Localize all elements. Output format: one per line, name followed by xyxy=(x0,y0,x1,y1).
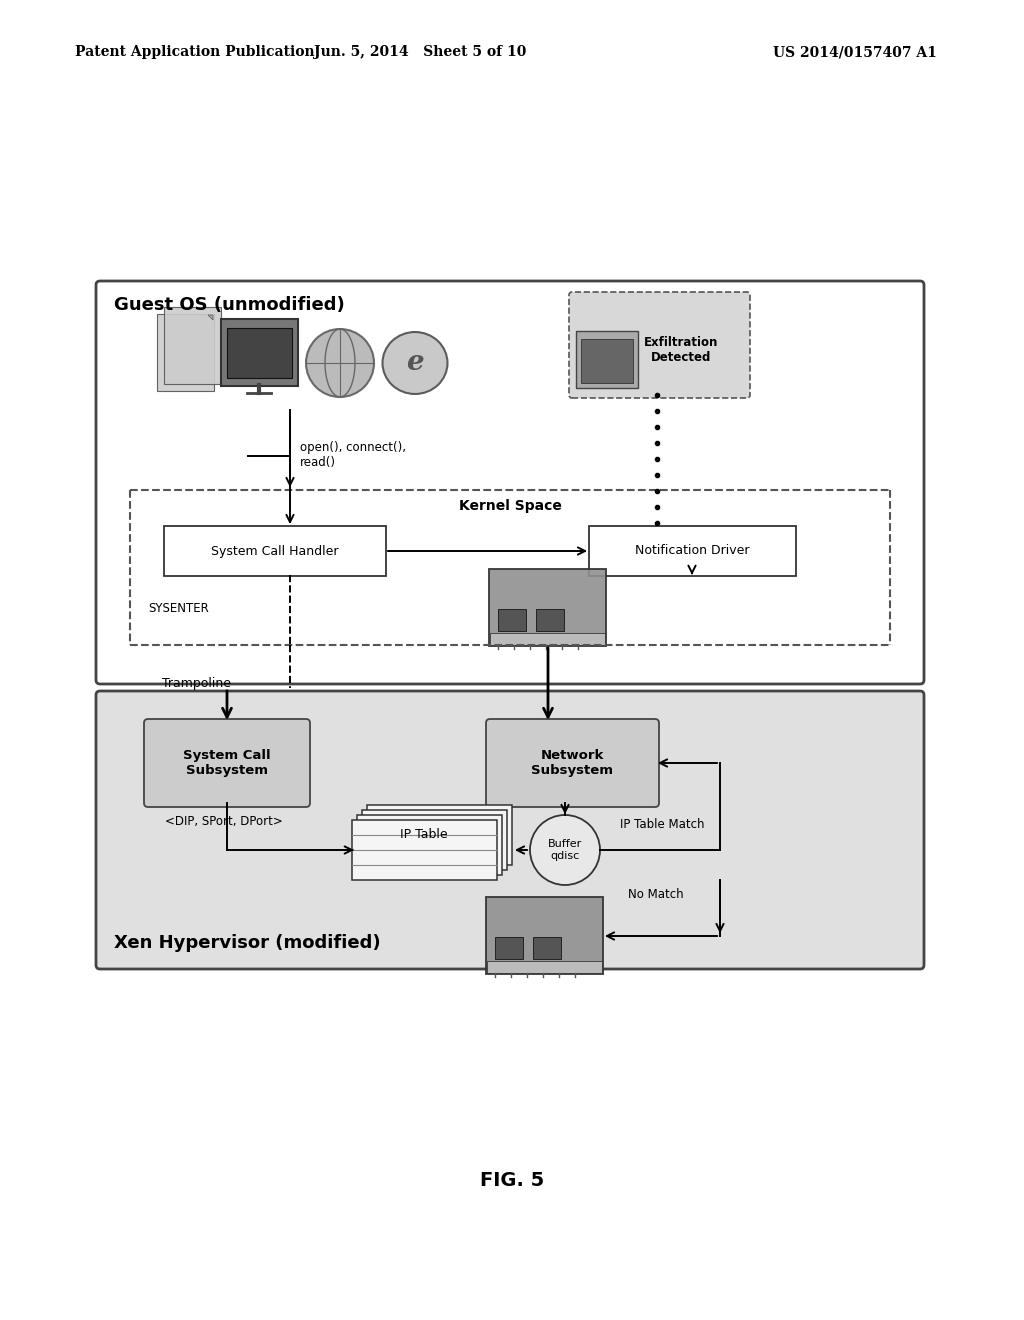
Text: e: e xyxy=(407,350,424,376)
FancyBboxPatch shape xyxy=(221,319,298,385)
FancyBboxPatch shape xyxy=(157,314,214,391)
FancyBboxPatch shape xyxy=(534,937,561,960)
FancyBboxPatch shape xyxy=(352,820,497,880)
Polygon shape xyxy=(208,315,213,319)
FancyBboxPatch shape xyxy=(357,814,502,875)
Text: Exfiltration
Detected: Exfiltration Detected xyxy=(644,337,718,364)
Ellipse shape xyxy=(383,333,447,393)
FancyBboxPatch shape xyxy=(575,331,638,388)
Text: IP Table: IP Table xyxy=(400,828,447,841)
Text: open(), connect(),
read(): open(), connect(), read() xyxy=(300,441,406,469)
FancyBboxPatch shape xyxy=(490,634,605,645)
Ellipse shape xyxy=(306,329,374,397)
FancyBboxPatch shape xyxy=(486,898,603,974)
FancyBboxPatch shape xyxy=(498,609,526,631)
Text: Jun. 5, 2014   Sheet 5 of 10: Jun. 5, 2014 Sheet 5 of 10 xyxy=(313,45,526,59)
FancyBboxPatch shape xyxy=(569,292,750,399)
FancyBboxPatch shape xyxy=(536,609,564,631)
Text: Buffer
qdisc: Buffer qdisc xyxy=(548,840,582,861)
Text: Patent Application Publication: Patent Application Publication xyxy=(75,45,314,59)
FancyBboxPatch shape xyxy=(164,525,386,576)
Text: IP Table Match: IP Table Match xyxy=(620,818,705,832)
FancyBboxPatch shape xyxy=(96,281,924,684)
FancyBboxPatch shape xyxy=(164,308,221,384)
Text: Kernel Space: Kernel Space xyxy=(459,499,561,513)
Text: Trampoline: Trampoline xyxy=(162,676,231,689)
FancyBboxPatch shape xyxy=(367,805,512,865)
Text: System Call
Subsystem: System Call Subsystem xyxy=(183,748,270,777)
FancyBboxPatch shape xyxy=(96,690,924,969)
Text: Network
Subsystem: Network Subsystem xyxy=(531,748,613,777)
Text: Xen Hypervisor (modified): Xen Hypervisor (modified) xyxy=(114,935,381,952)
FancyBboxPatch shape xyxy=(144,719,310,807)
FancyBboxPatch shape xyxy=(589,525,796,576)
FancyBboxPatch shape xyxy=(487,961,602,973)
FancyBboxPatch shape xyxy=(495,937,523,960)
FancyBboxPatch shape xyxy=(227,327,292,378)
Text: SYSENTER: SYSENTER xyxy=(148,602,209,615)
Ellipse shape xyxy=(530,814,600,884)
Text: System Call Handler: System Call Handler xyxy=(211,544,339,557)
Text: No Match: No Match xyxy=(628,888,684,902)
FancyBboxPatch shape xyxy=(486,719,659,807)
Text: <DIP, SPort, DPort>: <DIP, SPort, DPort> xyxy=(165,816,283,829)
Text: Notification Driver: Notification Driver xyxy=(635,544,750,557)
Text: US 2014/0157407 A1: US 2014/0157407 A1 xyxy=(773,45,937,59)
Text: Guest OS (unmodified): Guest OS (unmodified) xyxy=(114,296,345,314)
FancyBboxPatch shape xyxy=(489,569,606,645)
FancyBboxPatch shape xyxy=(362,810,507,870)
FancyBboxPatch shape xyxy=(581,339,633,383)
Text: FIG. 5: FIG. 5 xyxy=(480,1171,544,1189)
